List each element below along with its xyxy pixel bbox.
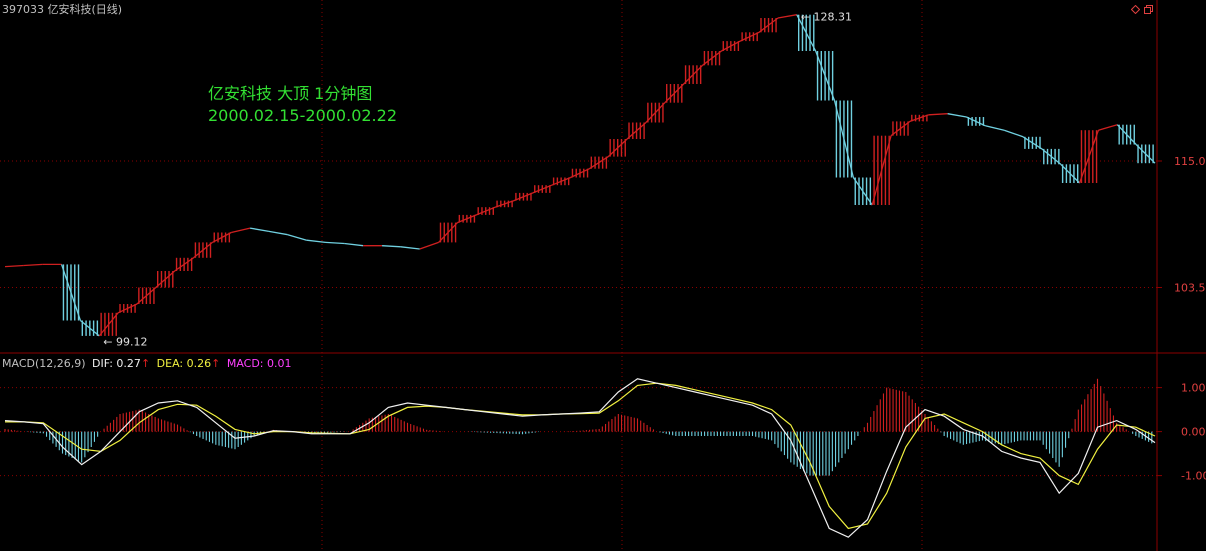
price-segment bbox=[306, 239, 326, 244]
price-segment bbox=[4, 264, 24, 268]
annotation-date-range: 2000.02.15-2000.02.22 bbox=[208, 106, 397, 125]
price-segment bbox=[268, 230, 288, 236]
price-tick-label: 103.5 bbox=[1174, 282, 1206, 295]
dea-up-arrow: ↑ bbox=[211, 357, 221, 370]
chart-title: 397033 亿安科技(日线) bbox=[2, 3, 123, 16]
price-segment bbox=[985, 125, 1005, 131]
price-segment bbox=[249, 227, 270, 233]
price-segment bbox=[1003, 129, 1024, 138]
macd-histogram-value: MACD: 0.01 bbox=[226, 357, 292, 370]
high-price-label: ← 128.31 bbox=[801, 11, 852, 24]
price-segment bbox=[325, 241, 345, 245]
dif-up-arrow: ↑ bbox=[140, 357, 151, 370]
price-segment bbox=[1098, 124, 1118, 131]
price-segment bbox=[928, 113, 948, 116]
macd-dea-value: DEA: 0.26 bbox=[156, 357, 212, 370]
macd-dif-value: DIF: 0.27 bbox=[92, 357, 141, 370]
price-segment bbox=[344, 242, 364, 247]
price-segment bbox=[382, 245, 401, 248]
price-segment bbox=[23, 263, 43, 267]
price-segment bbox=[287, 234, 307, 241]
price-segment bbox=[419, 241, 439, 250]
dea-line bbox=[5, 382, 1156, 530]
macd-indicator-name: MACD(12,26,9) bbox=[2, 357, 86, 370]
macd-tick-label: -1.00 bbox=[1181, 470, 1206, 483]
restore-window-icon[interactable] bbox=[1144, 5, 1153, 14]
annotation-title: 亿安科技 大顶 1分钟图 bbox=[208, 84, 373, 103]
macd-tick-label: 1.00 bbox=[1181, 382, 1206, 395]
dif-line bbox=[4, 378, 1156, 538]
price-segment bbox=[777, 14, 797, 19]
macd-header: MACD(12,26,9) DIF: 0.27↑ DEA: 0.26↑ MACD… bbox=[2, 357, 295, 370]
price-segment bbox=[231, 227, 251, 234]
price-segment bbox=[947, 113, 967, 118]
low-price-label: ← 99.12 bbox=[103, 336, 147, 349]
price-segment bbox=[400, 246, 420, 250]
price-tick-label: 115.0 bbox=[1174, 155, 1206, 168]
macd-tick-label: 0.00 bbox=[1181, 426, 1206, 439]
diamond-icon[interactable] bbox=[1131, 5, 1140, 14]
